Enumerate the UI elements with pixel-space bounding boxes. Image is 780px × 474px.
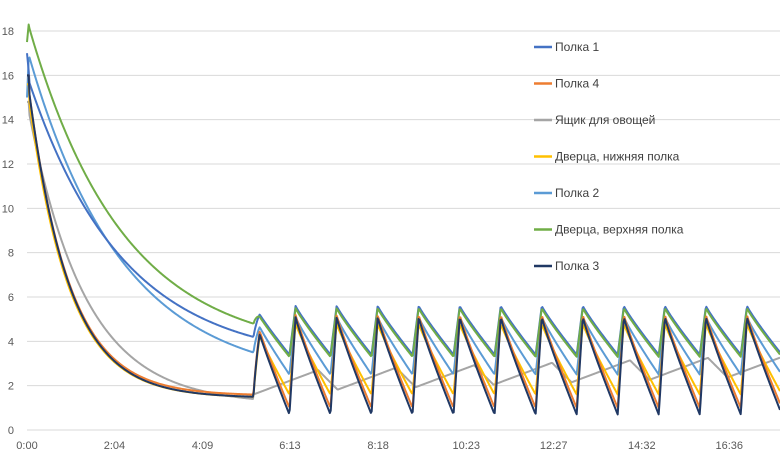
series-line [26, 23, 780, 358]
legend-label: Дверца, верхняя полка [555, 223, 684, 237]
chart-series [26, 23, 780, 416]
series-line [26, 56, 780, 376]
y-tick-label: 2 [8, 381, 14, 393]
legend-label: Дверца, нижняя полка [555, 150, 680, 164]
y-tick-label: 12 [2, 159, 14, 171]
y-tick-label: 0 [8, 425, 14, 437]
series-line [26, 74, 780, 409]
x-tick-label: 16:36 [715, 440, 743, 452]
chart-legend: Полка 1 Полка 4 Ящик для овощей Дверца, ниж… [534, 40, 684, 273]
x-tick-label: 4:09 [192, 440, 213, 452]
legend-label: Полка 3 [555, 259, 600, 273]
y-tick-label: 6 [8, 292, 14, 304]
chart-gridlines [27, 30, 780, 431]
series-line [26, 53, 780, 356]
x-tick-label: 14:32 [628, 440, 656, 452]
series-line [26, 83, 780, 398]
y-axis-tick-labels: 0 2 4 6 8 10 12 14 16 18 [2, 26, 14, 437]
x-tick-label: 10:23 [452, 440, 480, 452]
x-axis-tick-labels: 0:00 2:04 4:09 6:13 8:18 10:23 12:27 14:32 16:36 [16, 440, 743, 452]
series-line [26, 100, 780, 400]
legend-label: Полка 2 [555, 186, 600, 200]
legend-label: Полка 1 [555, 40, 600, 54]
x-tick-label: 12:27 [540, 440, 568, 452]
y-tick-label: 14 [2, 115, 14, 127]
x-tick-label: 8:18 [367, 440, 388, 452]
y-tick-label: 10 [2, 203, 14, 215]
legend-label: Ящик для овощей [555, 113, 655, 127]
y-tick-label: 16 [2, 70, 14, 82]
y-tick-label: 18 [2, 26, 14, 38]
legend-label: Полка 4 [555, 77, 600, 91]
y-tick-label: 4 [8, 336, 14, 348]
x-tick-label: 6:13 [279, 440, 300, 452]
series-line [26, 74, 780, 416]
x-tick-label: 0:00 [16, 440, 37, 452]
x-tick-label: 2:04 [104, 440, 125, 452]
y-tick-label: 8 [8, 248, 14, 260]
